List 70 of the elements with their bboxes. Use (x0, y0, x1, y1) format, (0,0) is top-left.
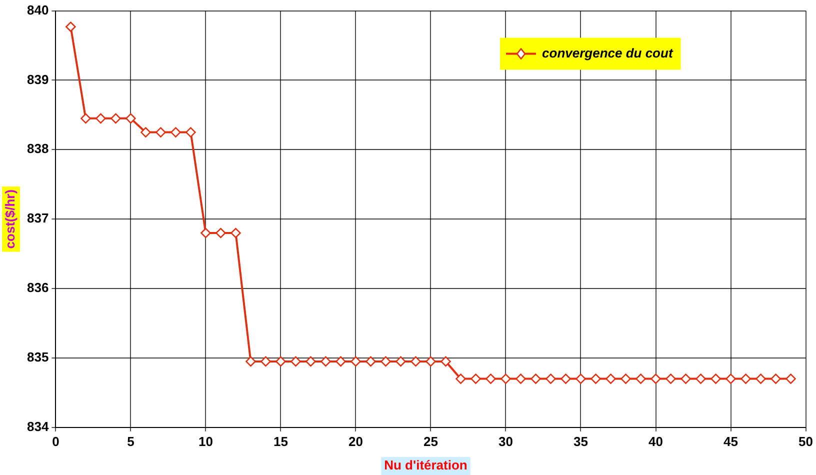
point (666, 374, 676, 384)
point (230, 228, 241, 238)
point (186, 127, 196, 138)
point (486, 374, 496, 384)
point (306, 356, 316, 367)
point (620, 374, 631, 384)
point (380, 356, 391, 367)
point (80, 113, 91, 124)
point (276, 356, 286, 367)
point (156, 127, 166, 138)
point (216, 228, 226, 238)
point (786, 374, 796, 384)
point (426, 356, 436, 367)
point (726, 374, 736, 384)
point (696, 374, 706, 384)
point (650, 374, 661, 384)
point (170, 127, 181, 138)
legend-label: convergence du cout (542, 45, 674, 60)
point (290, 356, 301, 367)
x-tick-label: 25 (423, 434, 438, 449)
point (606, 374, 616, 384)
x-tick-label: 5 (127, 434, 134, 449)
y-tick-label: 840 (26, 2, 49, 18)
x-tick-label: 50 (798, 434, 814, 449)
point (516, 374, 526, 384)
y-tick-label: 838 (26, 141, 49, 156)
point (110, 113, 121, 124)
point (410, 356, 421, 367)
point (320, 356, 331, 367)
y-tick-label: 839 (26, 72, 49, 87)
point (126, 113, 136, 124)
x-tick-label: 0 (52, 434, 60, 449)
point (680, 374, 691, 384)
y-tick-label: 837 (26, 210, 49, 226)
point (456, 374, 466, 384)
y-axis-title: cost($/hr) (2, 189, 18, 249)
point (260, 356, 271, 367)
point (530, 374, 541, 384)
point (636, 374, 646, 384)
x-tick-label: 20 (348, 434, 363, 449)
point (740, 374, 751, 384)
x-tick-label: 10 (198, 434, 213, 449)
point (366, 356, 376, 367)
point (396, 356, 406, 367)
y-tick-label: 835 (26, 350, 49, 365)
x-tick-label: 45 (724, 434, 738, 449)
point (440, 356, 451, 367)
point (336, 356, 346, 367)
point (140, 127, 151, 138)
point (756, 374, 766, 384)
point (96, 113, 106, 124)
x-tick-label: 35 (574, 434, 588, 449)
x-tick-label: 40 (648, 434, 663, 449)
point (770, 374, 781, 384)
point (246, 356, 256, 367)
y-tick-label: 834 (26, 418, 50, 434)
x-axis-title: Nu d'itération (384, 458, 468, 473)
point (590, 374, 601, 384)
point (546, 374, 556, 384)
point (500, 374, 511, 384)
point (470, 374, 481, 384)
point (560, 374, 571, 384)
point (576, 374, 586, 384)
point (200, 228, 211, 238)
point (350, 356, 361, 367)
y-tick-label: 836 (26, 280, 49, 296)
point (710, 374, 721, 384)
x-tick-label: 30 (498, 434, 513, 449)
point (66, 22, 76, 32)
x-tick-label: 15 (273, 434, 288, 449)
